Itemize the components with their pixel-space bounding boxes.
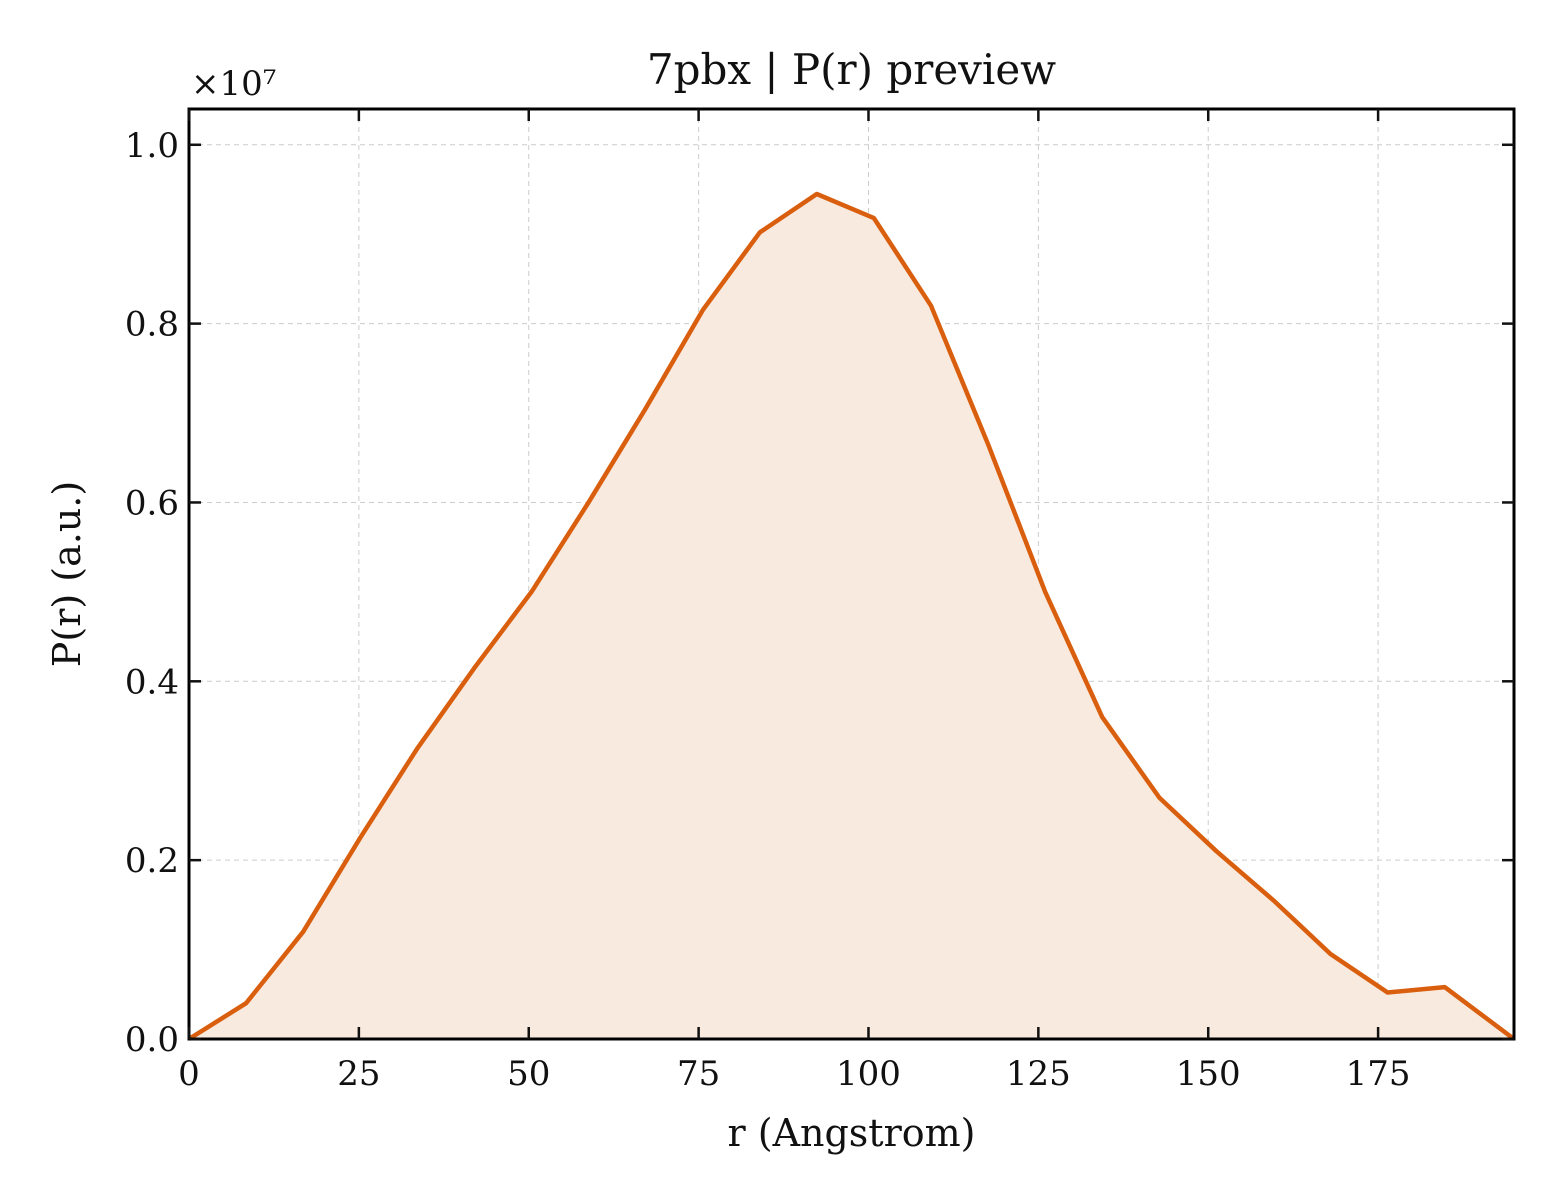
x-tick-label: 0 xyxy=(178,1054,200,1094)
x-tick-label: 25 xyxy=(337,1054,380,1094)
x-axis-label: r (Angstrom) xyxy=(728,1111,976,1155)
chart-title: 7pbx | P(r) preview xyxy=(647,45,1056,94)
plot-frame xyxy=(187,107,1516,1041)
y-tick-label: 1.0 xyxy=(125,126,179,166)
x-tick-label: 75 xyxy=(677,1054,720,1094)
y-tick-label: 0.0 xyxy=(125,1020,179,1060)
pr-area-fill xyxy=(189,194,1514,1039)
y-tick-label: 0.8 xyxy=(125,305,179,345)
x-tick-label: 125 xyxy=(1006,1054,1071,1094)
x-tick-label: 50 xyxy=(507,1054,550,1094)
pr-series-line xyxy=(187,191,1516,1041)
y-axis-label: P(r) (a.u.) xyxy=(45,481,89,667)
x-tick-label: 100 xyxy=(836,1054,901,1094)
y-tick-label: 0.4 xyxy=(125,662,179,702)
y-tick-label: 0.2 xyxy=(125,841,179,881)
y-axis-multiplier: ×10⁷ xyxy=(191,64,276,104)
y-tick-label: 0.6 xyxy=(125,483,179,523)
x-tick-label: 175 xyxy=(1346,1054,1411,1094)
axis-ticks: 0 25 50 75 100 125 150 175 0.0 0.2 0.4 0.6 0.8 1.0 xyxy=(125,109,1514,1094)
x-tick-label: 150 xyxy=(1176,1054,1241,1094)
